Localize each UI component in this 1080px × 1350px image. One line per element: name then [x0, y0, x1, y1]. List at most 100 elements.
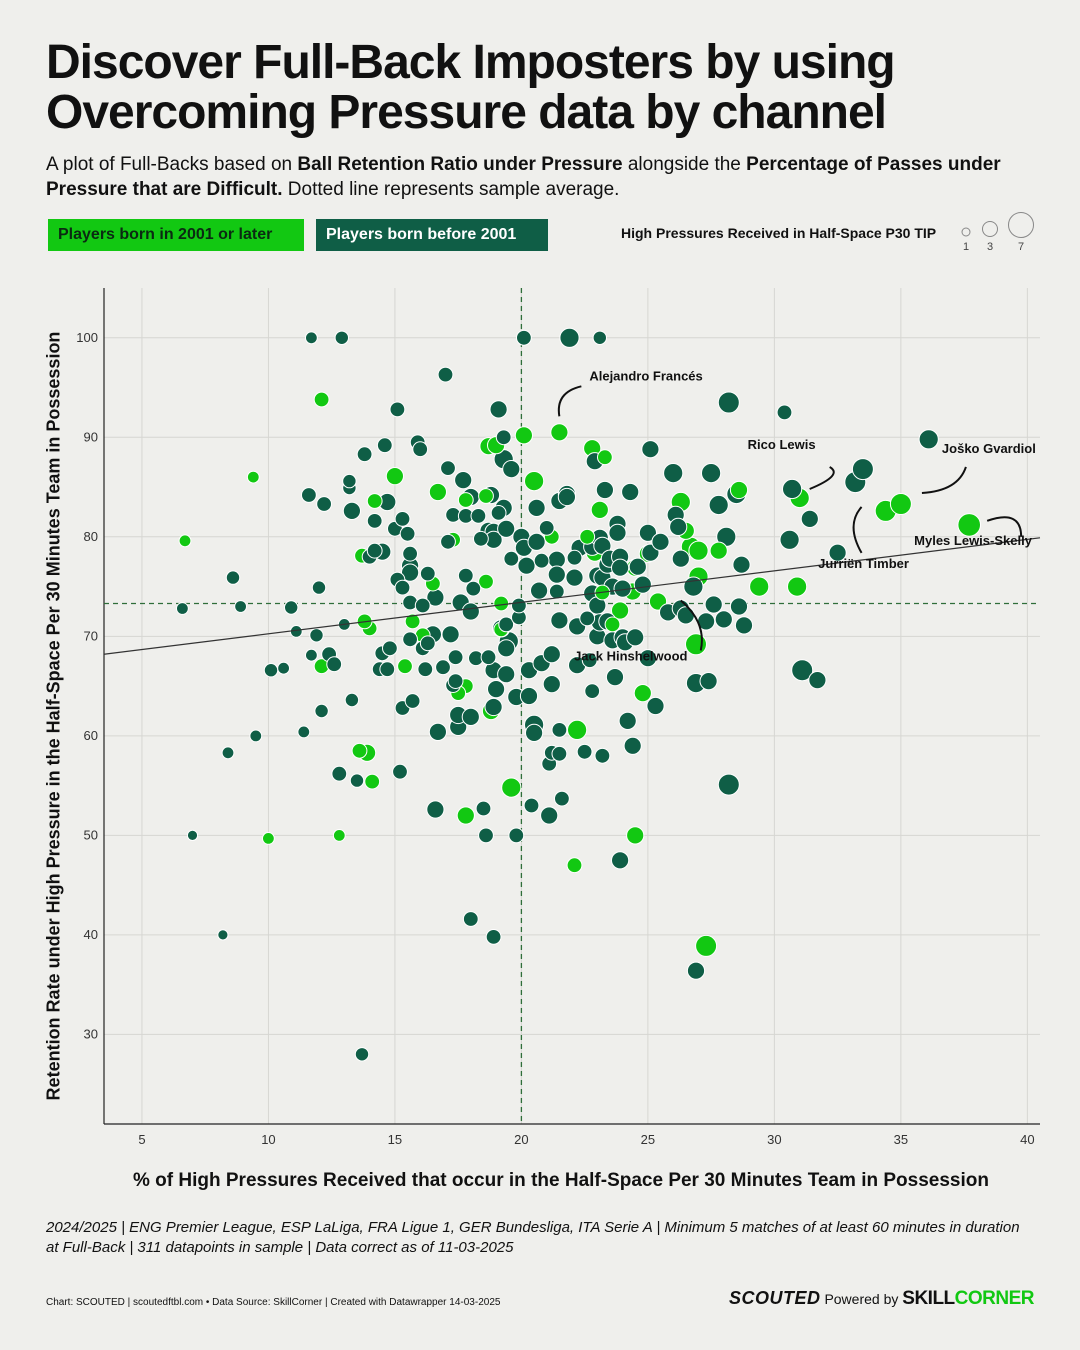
point-old [517, 556, 536, 575]
point-old [547, 565, 566, 584]
point-young [590, 500, 609, 519]
point-old [540, 806, 559, 825]
point-old [263, 663, 279, 678]
point-young [385, 467, 404, 486]
point-young [749, 576, 770, 597]
point-young [456, 806, 475, 825]
point-old [297, 725, 311, 739]
point-old [557, 487, 577, 507]
point-young [428, 482, 447, 502]
point-young [501, 777, 522, 798]
point-old [686, 961, 706, 980]
annotation-label: Jack Hinshelwood [574, 648, 687, 663]
size-legend-circle-medium [982, 221, 998, 237]
point-old [592, 330, 607, 346]
footnote: 2024/2025 | ENG Premier League, ESP LaLi… [46, 1218, 1046, 1258]
point-old [701, 463, 722, 484]
subtitle-highlight: Ball Retention Ratio under Pressure [297, 154, 623, 175]
point-old [551, 722, 568, 738]
point-old [671, 549, 690, 568]
x-tick-label: 25 [641, 1132, 655, 1147]
point-old [565, 568, 584, 587]
point-old [461, 707, 480, 726]
y-tick-label: 50 [84, 827, 98, 842]
credit-line: Chart: SCOUTED | scoutedftbl.com • Data … [46, 1297, 501, 1308]
legend-old: Players born before 2001 [316, 219, 548, 251]
point-old [734, 616, 754, 635]
point-old [301, 487, 317, 503]
point-old [559, 327, 580, 348]
point-young [478, 573, 494, 590]
footnote-line: 2024/2025 | ENG Premier League, ESP LaLi… [46, 1219, 1020, 1236]
point-old [249, 729, 263, 743]
point-old [638, 649, 658, 668]
subtitle: A plot of Full-Backs based on Ball Reten… [46, 152, 1036, 202]
point-old [519, 686, 539, 706]
point-old [186, 829, 199, 842]
point-young [493, 595, 510, 612]
point-old [800, 509, 819, 528]
point-old [366, 542, 383, 559]
trendline-line [103, 537, 1041, 655]
footnote-line: at Full-Back | 311 datapoints in sample … [46, 1239, 514, 1256]
point-old [717, 773, 740, 796]
point-old [525, 723, 544, 742]
point-old [417, 661, 434, 678]
point-old [284, 600, 299, 615]
point-old [354, 1047, 370, 1062]
point-old [344, 692, 360, 708]
point-young [957, 513, 982, 537]
point-old [440, 460, 456, 477]
point-young [313, 391, 330, 408]
size-legend-value: 7 [1018, 241, 1024, 253]
point-old [527, 498, 546, 517]
y-tick-label: 80 [84, 529, 98, 544]
point-old [389, 401, 406, 418]
point-old [516, 329, 532, 346]
point-old [503, 550, 520, 567]
y-tick-label: 70 [84, 628, 98, 643]
point-old [441, 625, 460, 644]
point-old [542, 675, 561, 694]
point-old [699, 672, 718, 691]
point-old [581, 652, 598, 669]
point-old [490, 505, 507, 521]
annotation-label: Jurriën Timber [818, 556, 909, 571]
point-old [487, 680, 506, 699]
point-old [221, 746, 235, 760]
point-old [419, 635, 436, 652]
skillcorner-logo-skill: SKILL [902, 1288, 955, 1309]
point-old [530, 581, 549, 600]
point-old [782, 478, 803, 500]
size-legend: 1 3 7 [961, 212, 1034, 253]
annotation-arrow [809, 466, 835, 490]
point-old [412, 441, 429, 458]
point-old [497, 519, 516, 538]
point-old [414, 597, 431, 614]
point-young [611, 601, 630, 620]
point-old [366, 513, 383, 529]
scatter-chart: 5 10 15 20 25 30 35 40 30 40 50 60 70 80 90 100 Alejand… [76, 288, 1041, 1147]
point-old [392, 763, 408, 780]
point-old [508, 827, 525, 844]
x-tick-label: 10 [261, 1132, 275, 1147]
x-tick-label: 40 [1020, 1132, 1034, 1147]
point-old [176, 602, 189, 615]
point-old [478, 827, 494, 844]
point-old [316, 496, 333, 512]
point-young [332, 829, 346, 842]
point-old [717, 391, 740, 414]
subtitle-part: A plot of Full-Backs based on [46, 154, 298, 175]
x-tick-label: 5 [138, 1132, 145, 1147]
point-young [626, 826, 645, 845]
point-old [621, 482, 640, 502]
point-young [457, 492, 474, 508]
y-tick-label: 30 [84, 1026, 98, 1041]
point-old [828, 543, 847, 562]
point-old [399, 525, 416, 542]
point-old [470, 508, 487, 524]
annotation-arrow [921, 466, 967, 494]
size-legend-value: 1 [963, 241, 969, 253]
point-young [404, 613, 421, 630]
trendline [103, 537, 1041, 655]
